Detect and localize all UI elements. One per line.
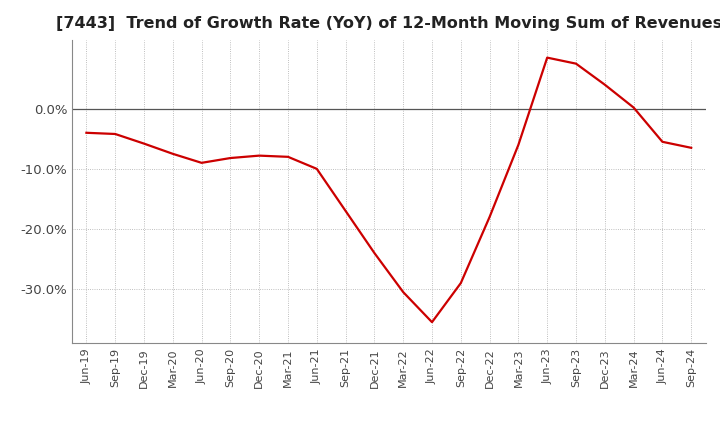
- Title: [7443]  Trend of Growth Rate (YoY) of 12-Month Moving Sum of Revenues: [7443] Trend of Growth Rate (YoY) of 12-…: [55, 16, 720, 32]
